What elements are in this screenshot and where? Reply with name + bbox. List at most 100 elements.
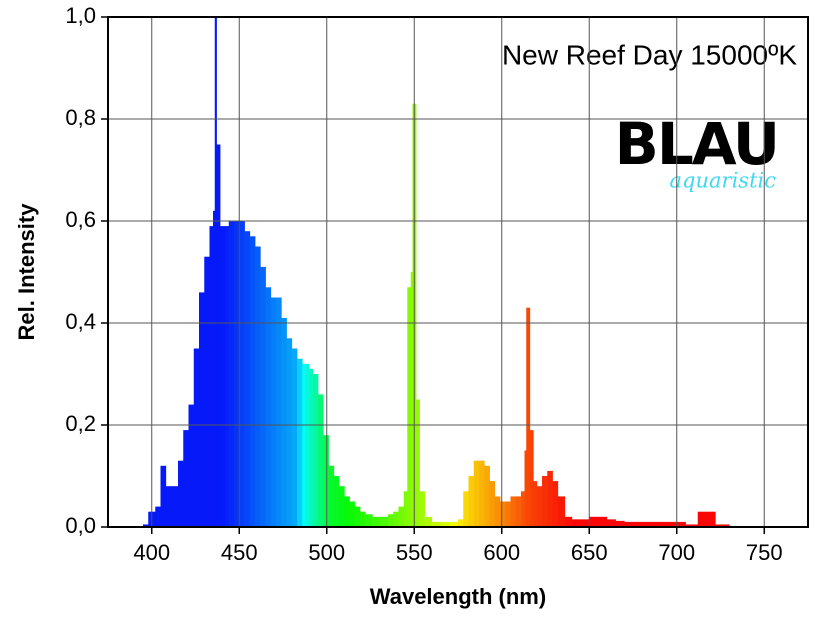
spectrum-bar	[615, 520, 625, 527]
logo: BLAU	[615, 110, 778, 178]
spectrum-bar	[704, 511, 713, 527]
spectrum-bar	[500, 501, 506, 527]
spectrum-bar	[571, 519, 581, 527]
x-axis-label: Wavelength (nm)	[370, 584, 546, 609]
spectrum-bar	[302, 363, 307, 527]
spectrum-bar	[265, 287, 272, 527]
spectrum-bar	[349, 501, 356, 527]
spectrum-bar	[220, 226, 226, 527]
spectrum-bar	[165, 486, 174, 527]
spectrum-bar	[685, 524, 695, 527]
spectrum-bar	[606, 519, 616, 527]
x-tick-label: 400	[133, 540, 170, 565]
spectrum-bar	[234, 221, 240, 527]
spectrum-bar	[524, 450, 527, 527]
spectrum-bar	[529, 430, 534, 527]
spectrum-bar	[416, 399, 420, 527]
x-tick-label: 450	[221, 540, 258, 565]
spectrum-bar	[305, 363, 310, 527]
chart-title: New Reef Day 15000ºK	[502, 39, 797, 70]
spectrum-bar	[393, 511, 399, 527]
x-tick-label: 750	[746, 540, 783, 565]
spectrum-bar	[484, 465, 490, 527]
spectrum-bar	[489, 481, 496, 527]
spectrum-bar	[407, 287, 412, 527]
spectrum-bar	[244, 231, 251, 527]
spectrum-bar	[199, 292, 205, 527]
spectrum-bar	[580, 519, 590, 527]
spectrum-bar	[183, 430, 189, 527]
spectrum-bar	[333, 476, 340, 527]
x-tick-label: 650	[571, 540, 608, 565]
spectrum-bar	[193, 348, 200, 527]
spectrum-bar	[365, 514, 373, 527]
spectrum-bar	[676, 521, 686, 527]
spectrum-bar	[209, 226, 214, 527]
spectrum-bar	[270, 297, 277, 527]
spectrum-bar	[323, 435, 329, 527]
spectrum-bar	[479, 460, 485, 527]
spectrum-bar	[372, 516, 380, 527]
spectrum-bar	[312, 374, 319, 527]
x-tick-label: 700	[658, 540, 695, 565]
spectrum-bar	[214, 17, 217, 527]
spectrum-bar	[711, 511, 716, 527]
spectrum-bar	[697, 511, 706, 527]
spectrum-bar	[468, 476, 475, 527]
spectrum-bar	[564, 516, 573, 527]
spectrum-bar	[225, 226, 230, 527]
spectrum-bar	[360, 511, 366, 527]
spectrum-bar	[419, 491, 426, 527]
y-tick-label: 0,8	[65, 105, 96, 130]
x-tick-label: 500	[308, 540, 345, 565]
spectrum-bar	[213, 210, 216, 528]
spectrum-bar	[494, 496, 501, 527]
spectrum-bar	[424, 516, 433, 527]
y-axis-label: Rel. Intensity	[14, 203, 39, 341]
spectrum-bar	[624, 521, 643, 527]
x-tick-label: 600	[483, 540, 520, 565]
x-tick-label: 550	[396, 540, 433, 565]
y-tick-label: 0,0	[65, 513, 96, 538]
spectrum-bar	[515, 496, 522, 527]
y-tick-label: 1,0	[65, 3, 96, 28]
spectrum-bar	[178, 460, 184, 527]
spectrum-bar	[659, 521, 678, 527]
y-tick-label: 0,6	[65, 207, 96, 232]
plot	[143, 17, 765, 528]
spectrum-bar	[143, 524, 149, 527]
spectrum-bar	[228, 221, 235, 527]
spectrum-bar	[458, 519, 464, 527]
spectrum-bar	[552, 481, 559, 527]
spectrum-bar	[641, 521, 660, 527]
spectrum-bar	[589, 516, 599, 527]
spectrum-bar	[557, 496, 566, 527]
spectrum-bar	[536, 486, 543, 527]
spectrum-bar	[204, 256, 210, 527]
spectrum-bar	[255, 246, 261, 527]
spectrum-bar	[249, 236, 256, 528]
spectrum-bar	[526, 307, 531, 527]
spectrum-bar	[547, 470, 553, 527]
spectrum-bar	[510, 496, 517, 527]
spectrum-bar	[318, 394, 324, 527]
spectrum-bar	[533, 481, 538, 527]
spectrum-bar	[260, 266, 266, 527]
spectrum-bar	[521, 491, 525, 527]
spectrum-bar	[339, 486, 345, 527]
spectrum-bar	[216, 144, 221, 527]
spectrum-bar	[398, 506, 405, 527]
spectrum-bar	[449, 521, 459, 527]
spectrum-bar	[715, 524, 730, 527]
spectrum-bar	[473, 460, 480, 527]
spectrum-bar	[297, 358, 303, 527]
spectrum-bar	[309, 368, 314, 527]
spectrum-bar	[281, 317, 287, 527]
spectrum-bar	[542, 476, 548, 527]
spectrum-bar	[188, 404, 195, 527]
spectrum-bar	[440, 521, 450, 527]
spectrum-bar	[172, 486, 179, 527]
spectrum-bar	[388, 514, 394, 527]
